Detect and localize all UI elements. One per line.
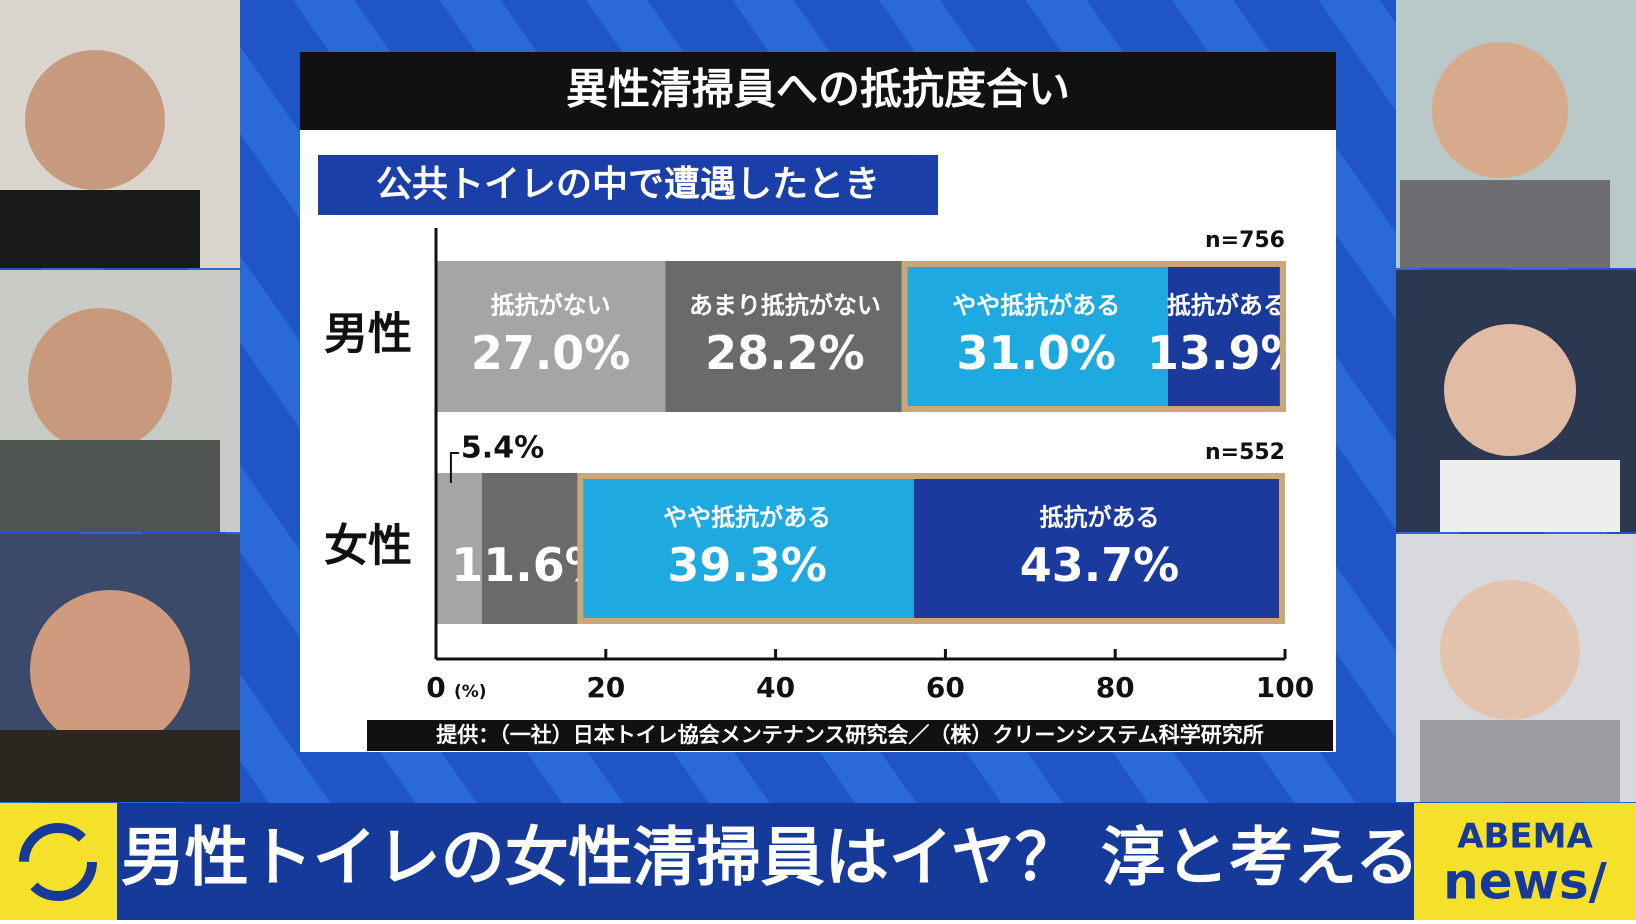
x-tick-label: 40 xyxy=(756,671,795,704)
x-tick-label: 60 xyxy=(926,671,965,704)
panelists-left xyxy=(0,0,240,802)
value-label: 39.3% xyxy=(667,538,827,592)
chart-title: 異性清掃員への抵抗度合い xyxy=(566,65,1070,114)
bar-segment xyxy=(436,261,666,412)
series-name: あまり抵抗がない xyxy=(689,292,881,320)
value-label: 31.0% xyxy=(956,326,1116,380)
bar-segment xyxy=(1167,261,1286,412)
label-leader xyxy=(449,452,459,483)
logo-text: ABEMA xyxy=(1457,817,1593,857)
source: 提供：（一社）日本トイレ協会メンテナンス研究会／（株）クリーンシステム科学研究所 xyxy=(436,723,1263,747)
value-label: 43.7% xyxy=(1020,538,1180,592)
value-label: 27.0% xyxy=(471,326,631,380)
value-label: 5.4% xyxy=(461,431,544,466)
source-bar xyxy=(367,720,1333,751)
value-label: 28.2% xyxy=(705,326,865,380)
caption-box xyxy=(117,803,1414,920)
logo-text: news/ xyxy=(1443,853,1607,911)
bar-segment xyxy=(913,473,1285,624)
x-tick-label: 80 xyxy=(1096,671,1135,704)
sample-size: n=756 xyxy=(1205,228,1285,253)
bar-segment xyxy=(580,473,914,624)
bar-segment xyxy=(665,261,905,412)
panelists-right xyxy=(1396,0,1636,802)
x-tick-label: 100 xyxy=(1256,671,1314,704)
highlight-frame xyxy=(577,473,1285,624)
series-name: 抵抗がある xyxy=(1167,292,1287,320)
x-unit: (%) xyxy=(454,682,487,702)
bar-segment xyxy=(436,473,482,624)
bar-segment xyxy=(904,261,1168,412)
series-name: やや抵抗がある xyxy=(952,292,1120,320)
sample-size: n=552 xyxy=(1205,440,1285,465)
category-label: 男性 xyxy=(324,309,412,360)
subtitle-box xyxy=(318,155,938,215)
bar-segment xyxy=(481,473,581,624)
x-tick-label: 0 xyxy=(426,671,445,704)
x-tick-label: 20 xyxy=(586,671,625,704)
subtitle: 公共トイレの中で遭遇したとき xyxy=(376,164,880,205)
title-bar xyxy=(300,52,1336,130)
highlight-frame xyxy=(901,261,1286,412)
category-label: 女性 xyxy=(324,521,412,572)
caption: 男性トイレの女性清掃員はイヤ？ 淳と考える xyxy=(121,822,1419,896)
series-name: 抵抗がある xyxy=(1039,504,1159,532)
logo-icon xyxy=(19,823,97,901)
series-name: やや抵抗がある xyxy=(663,504,831,532)
series-name: 抵抗がない xyxy=(491,292,611,320)
